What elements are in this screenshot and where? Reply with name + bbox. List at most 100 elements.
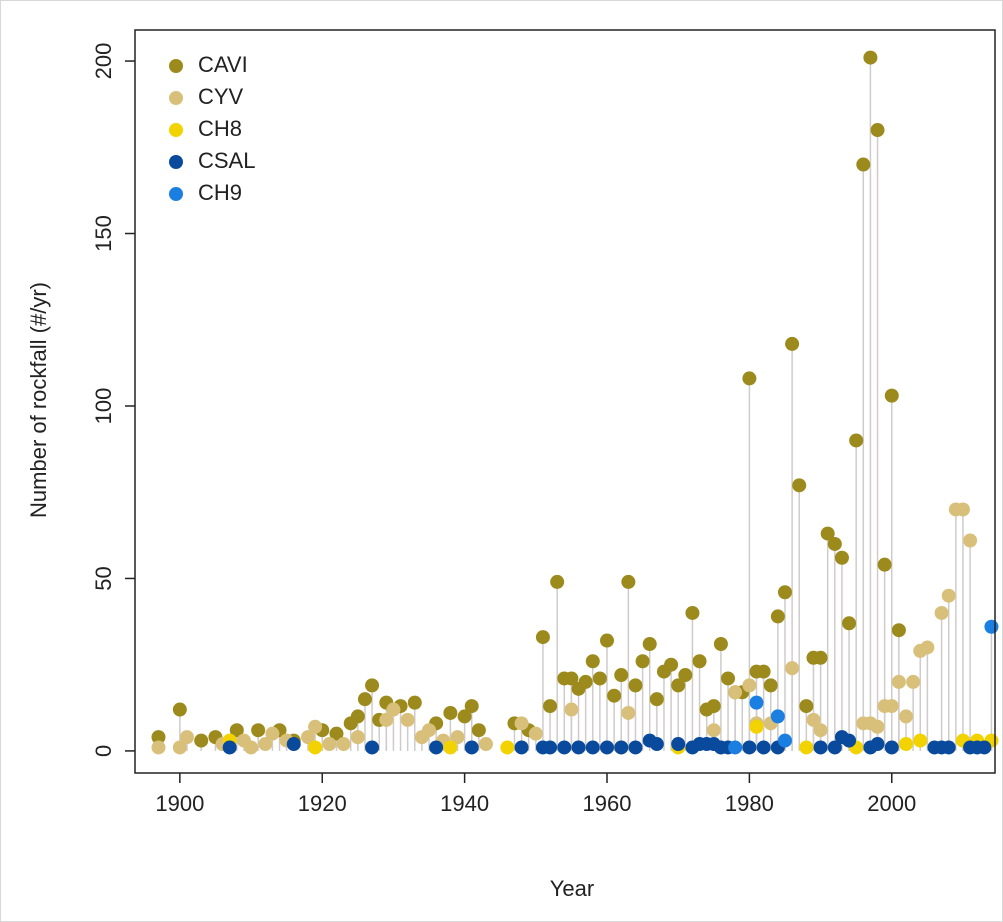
point — [891, 623, 906, 638]
y-tick-label: 50 — [91, 566, 116, 590]
point — [749, 719, 764, 734]
point — [514, 716, 529, 731]
point — [799, 699, 814, 714]
point — [600, 740, 615, 755]
point — [585, 654, 600, 669]
point — [963, 533, 978, 548]
x-tick-label: 1980 — [725, 791, 774, 816]
point — [151, 740, 166, 755]
x-tick-label: 1940 — [440, 791, 489, 816]
point — [706, 699, 721, 714]
point — [884, 699, 899, 714]
x-tick-label: 1900 — [155, 791, 204, 816]
point — [763, 678, 778, 693]
point — [799, 740, 814, 755]
point — [941, 740, 956, 755]
point — [770, 609, 785, 624]
point — [749, 695, 764, 710]
point — [977, 740, 992, 755]
point — [592, 671, 607, 686]
point — [194, 733, 209, 748]
point — [870, 719, 885, 734]
point — [514, 740, 529, 755]
point — [941, 588, 956, 603]
point — [806, 712, 821, 727]
point — [607, 688, 622, 703]
point — [842, 733, 857, 748]
point — [329, 726, 344, 741]
point — [543, 740, 558, 755]
point — [849, 433, 864, 448]
point — [365, 678, 380, 693]
point — [813, 740, 828, 755]
point — [308, 719, 323, 734]
legend-swatch — [169, 91, 183, 105]
point — [870, 123, 885, 138]
point — [151, 730, 166, 745]
point — [713, 636, 728, 651]
point — [891, 674, 906, 689]
x-tick-label: 1960 — [583, 791, 632, 816]
point — [649, 692, 664, 707]
point — [429, 740, 444, 755]
point — [400, 712, 415, 727]
point — [443, 740, 458, 755]
point — [678, 668, 693, 683]
y-tick-label: 200 — [91, 43, 116, 80]
point — [899, 709, 914, 724]
y-axis-label: Number of rockfall (#/yr) — [26, 282, 51, 518]
point — [614, 740, 629, 755]
point — [407, 695, 422, 710]
point — [785, 336, 800, 351]
point — [564, 702, 579, 717]
legend-label: CSAL — [198, 148, 255, 173]
point — [834, 550, 849, 565]
point — [628, 678, 643, 693]
point — [244, 740, 259, 755]
point — [984, 619, 999, 634]
point — [649, 737, 664, 752]
point — [820, 526, 835, 541]
point — [543, 699, 558, 714]
point — [172, 702, 187, 717]
point — [357, 692, 372, 707]
point — [842, 616, 857, 631]
x-axis-label: Year — [550, 876, 594, 901]
point — [770, 709, 785, 724]
point — [578, 674, 593, 689]
point — [443, 705, 458, 720]
plot-area: 1900 1920 1940 1960 1980 2000 0 50 100 150 200 — [91, 43, 999, 816]
point — [685, 605, 700, 620]
point — [471, 723, 486, 738]
point — [728, 740, 743, 755]
point — [642, 636, 657, 651]
point — [450, 730, 465, 745]
point — [379, 712, 394, 727]
point — [756, 740, 771, 755]
point — [350, 730, 365, 745]
point — [478, 737, 493, 752]
point — [827, 740, 842, 755]
point — [422, 723, 437, 738]
point — [863, 50, 878, 65]
point — [792, 478, 807, 493]
point — [585, 740, 600, 755]
point — [300, 730, 315, 745]
point — [365, 740, 380, 755]
point — [664, 657, 679, 672]
point — [258, 737, 273, 752]
point — [756, 664, 771, 679]
point — [913, 733, 928, 748]
point — [265, 726, 280, 741]
point — [728, 685, 743, 700]
legend-label: CH9 — [198, 180, 242, 205]
plot-border — [134, 29, 996, 774]
point — [856, 157, 871, 172]
point — [308, 740, 323, 755]
point — [827, 536, 842, 551]
point — [955, 502, 970, 517]
point — [464, 740, 479, 755]
y-tick-label: 150 — [91, 215, 116, 252]
legend-label: CAVI — [198, 52, 248, 77]
